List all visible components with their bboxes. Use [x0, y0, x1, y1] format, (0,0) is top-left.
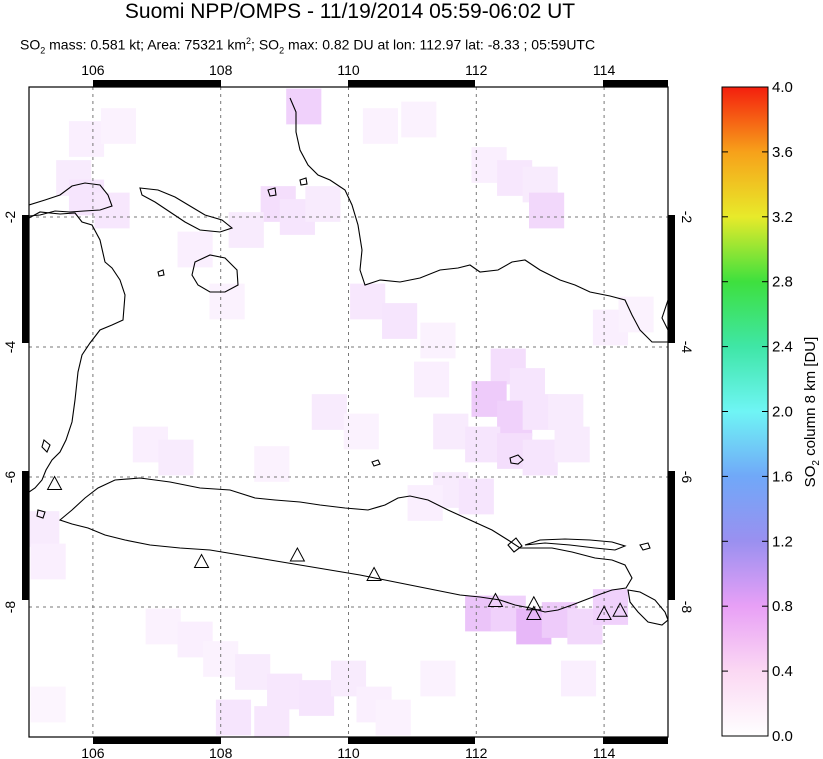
so2-cell: [30, 686, 66, 723]
so2-cell: [30, 543, 66, 580]
volcano-icon: [289, 546, 306, 562]
colorbar-ticks: 0.0 0.4 0.8 1.2 1.6 2.0 2.4 2.8 3.2 3.6 4.0: [722, 79, 793, 745]
gridlines: [29, 87, 668, 737]
so2-cell: [203, 641, 239, 677]
so2-cell: [350, 283, 386, 320]
so2-cell: [254, 706, 290, 737]
so2-cell: [401, 101, 437, 138]
lon-tick-label: 110: [337, 745, 360, 759]
so2-cell: [362, 108, 399, 144]
so2-cell: [375, 699, 411, 736]
colorbar: [721, 86, 769, 737]
so2-cell: [382, 303, 418, 339]
lon-tick-label: 106: [81, 745, 105, 759]
so2-cell: [618, 296, 654, 333]
lat-ticks-right: -2 -4 -6 -8: [679, 211, 695, 614]
lon-tick-label: 114: [593, 745, 616, 759]
so2-cell: [209, 283, 245, 320]
colorbar-tick-label: 4.0: [772, 79, 793, 96]
so2-cell: [420, 660, 456, 697]
so2-cell: [420, 322, 456, 359]
colorbar-tick-label: 1.6: [772, 468, 793, 485]
so2-cell: [554, 426, 590, 463]
lon-tick-label: 112: [465, 62, 488, 78]
lon-tick-label: 112: [465, 745, 488, 759]
lat-tick-label: -2: [2, 211, 18, 224]
lat-tick-label: -6: [2, 471, 18, 484]
colorbar-tick-label: 0.0: [772, 728, 793, 745]
lat-tick-label: -8: [2, 601, 18, 614]
volcano-icon: [525, 605, 542, 620]
lon-tick-label: 110: [337, 62, 360, 78]
lat-tick-label: -2: [679, 211, 695, 224]
so2-cell: [560, 660, 597, 697]
volcano-icon: [366, 566, 382, 581]
lon-ticks-top: 106 108 110 112 114: [81, 62, 615, 78]
so2-cell: [267, 673, 303, 710]
volcano-icon: [46, 475, 63, 490]
so2-cell: [522, 439, 558, 476]
so2-cell: [94, 192, 130, 229]
colorbar-tick-label: 2.8: [772, 274, 793, 291]
lon-tick-label: 108: [209, 62, 233, 78]
so2-cell: [407, 485, 443, 521]
colorbar-tick-label: 2.4: [772, 339, 793, 356]
lon-tick-label: 106: [81, 62, 105, 78]
lat-tick-label: -6: [679, 471, 695, 484]
so2-cell: [100, 108, 137, 144]
volcano-icon: [612, 602, 628, 617]
lat-tick-label: -4: [2, 341, 18, 354]
map-title: Suomi NPP/OMPS - 11/19/2014 05:59-06:02 …: [124, 0, 576, 23]
volcano-icon: [487, 592, 504, 607]
volcano-icon: [525, 595, 542, 611]
colorbar-tick-label: 3.2: [772, 209, 793, 226]
volcano-icon: [193, 553, 210, 568]
so2-cell: [529, 192, 565, 229]
lon-tick-label: 108: [209, 745, 233, 759]
map-subtitle: SO2 mass: 0.581 kt; Area: 75321 km2; SO2…: [20, 36, 596, 56]
so2-cell: [145, 608, 181, 645]
so2-cell: [68, 121, 105, 157]
lon-tick-label: 114: [593, 62, 616, 78]
lat-tick-label: -8: [679, 601, 695, 614]
so2-cell: [311, 394, 347, 430]
volcano-markers: [46, 475, 628, 620]
colorbar-tick-label: 2.0: [772, 404, 793, 421]
colorbar-label: SO2 column 8 km [DU]: [802, 337, 822, 488]
so2-cell: [465, 426, 501, 463]
lat-tick-label: -4: [679, 341, 695, 354]
volcano-icon: [596, 605, 612, 620]
lat-ticks-left: -2 -4 -6 -8: [2, 211, 18, 614]
so2-cell: [298, 680, 335, 716]
so2-cell: [254, 446, 290, 482]
lon-ticks-bottom: 106 108 110 112 114: [81, 745, 615, 759]
so2-cell: [235, 654, 271, 690]
so2-cell: [158, 439, 194, 476]
so2-cell: [215, 699, 252, 736]
so2-cell: [286, 88, 322, 125]
colorbar-tick-label: 0.8: [772, 598, 793, 615]
colorbar-tick-label: 3.6: [772, 144, 793, 161]
so2-cell: [228, 212, 264, 248]
map-border-bars: [22, 80, 675, 744]
colorbar-tick-label: 1.2: [772, 533, 793, 550]
so2-cell: [29, 511, 60, 547]
so2-cell: [413, 361, 450, 398]
so2-cell: [305, 186, 341, 222]
so2-cell: [433, 413, 469, 450]
colorbar-tick-label: 0.4: [772, 663, 793, 680]
so2-cell: [548, 394, 584, 430]
so2-cell: [343, 413, 379, 450]
so2-cells: [29, 88, 654, 737]
coastlines: [29, 97, 668, 626]
